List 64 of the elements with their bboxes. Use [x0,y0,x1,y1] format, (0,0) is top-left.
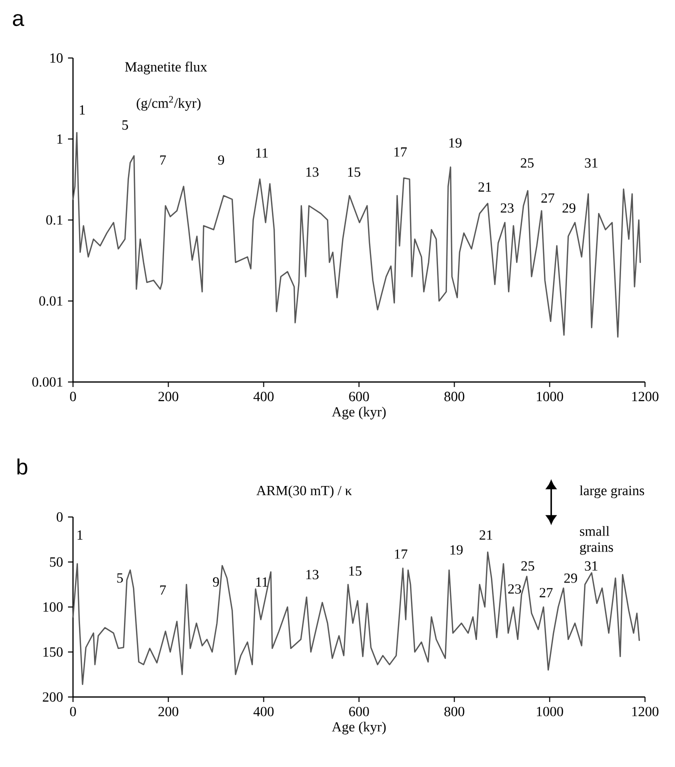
chart-title: ARM(30 mT) / κ [256,485,352,498]
annotation: 15 [349,566,362,576]
y-tick-label: 0.1 [46,215,62,225]
y-tick-label: 100 [43,602,63,612]
x-tick-label: 1200 [632,706,658,716]
annotation: 19 [450,545,463,555]
x-tick-label: 1200 [632,392,658,402]
text: (g/cm$^{2}$/kyr) [136,96,201,111]
annotation: 29 [564,574,578,583]
annotation: 13 [306,570,319,580]
annotation: 31 [584,158,598,168]
x-tick-label: 0 [70,392,76,402]
x-tick-label: 600 [349,392,369,402]
annotation: 23 [508,584,522,594]
x-tick-label: 400 [253,706,274,716]
chart-title: Magnetite flux [125,62,208,74]
annotation: 29 [562,203,576,213]
x-tick-label: 200 [158,706,178,716]
x-tick-label: 200 [158,392,178,402]
annotation: 27 [540,588,553,598]
x-tick-label: 1000 [536,392,564,402]
y-tick-label: 50 [50,557,63,567]
line-series [72,132,641,338]
text: a [12,14,24,26]
annotation: 17 [394,147,407,157]
text: large grains [580,485,644,498]
x-tick-label: 600 [349,706,369,716]
annotation: 5 [122,120,128,130]
annotation: 1 [78,530,83,540]
y-tick-label: 0.001 [32,377,62,387]
annotation: 11 [256,577,268,587]
annotation: 5 [117,573,123,583]
x-axis-title: Age (kyr) [332,406,386,420]
annotation: 11 [256,148,268,158]
annotation: 15 [348,167,360,177]
annotation: 17 [395,549,408,559]
y-tick-label: 0 [56,512,63,522]
y-tick-label: 200 [42,692,63,702]
x-tick-label: 800 [444,706,464,716]
x-axis-title: Age (kyr) [332,722,386,734]
annotation: small grains [580,526,614,555]
annotation: 21 [478,182,491,192]
x-tick-label: 1000 [536,706,564,716]
annotation: 23 [500,203,514,213]
y-tick-label: 1 [57,134,62,144]
annotation: 31 [584,561,598,571]
x-tick-label: 800 [444,392,464,402]
y-tick-label: 150 [43,647,63,657]
annotation: 9 [212,577,219,587]
annotation: 1 [80,105,85,114]
annotation: 25 [521,561,534,571]
annotation: 9 [218,155,224,165]
text: b [17,458,28,475]
annotation: 19 [449,138,462,148]
y-tick-label: 10 [50,53,63,63]
annotation: 7 [160,586,166,595]
annotation: 13 [306,167,319,177]
annotation: 21 [480,530,492,540]
y-tick-label: 0.01 [39,296,62,306]
x-tick-label: 0 [70,706,76,716]
annotation: 7 [160,155,166,165]
annotation: 27 [541,193,554,203]
x-tick-label: 400 [253,392,274,402]
annotation: 25 [520,158,534,168]
